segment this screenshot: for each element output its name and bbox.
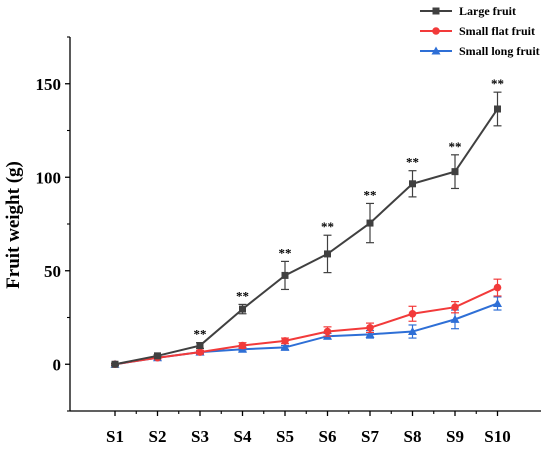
data-point [408, 327, 417, 336]
data-point [280, 342, 290, 351]
significance-mark: ** [364, 187, 377, 202]
series-line [114, 108, 499, 366]
significance-mark: ** [279, 245, 292, 260]
legend-item: Large fruit [420, 4, 516, 18]
significance-mark: ** [491, 76, 504, 91]
x-tick-label: S10 [484, 427, 510, 446]
data-point [451, 303, 459, 312]
data-point [493, 298, 502, 307]
significance-mark: ** [236, 288, 249, 303]
x-tick-label: S5 [276, 427, 294, 446]
y-axis: 0 50 100 150 [36, 36, 71, 412]
significance-mark: ** [321, 219, 334, 234]
series-large-fruit [111, 91, 502, 368]
y-tick-label: 100 [36, 168, 62, 187]
data-point [324, 250, 331, 258]
x-tick-label: S3 [191, 427, 209, 446]
data-point [154, 352, 161, 360]
x-tick-label: S9 [446, 427, 464, 446]
significance-mark: ** [449, 139, 462, 154]
data-point [365, 329, 375, 338]
data-point [239, 305, 246, 313]
series-group [110, 91, 502, 369]
legend-label: Small long fruit [459, 44, 540, 58]
data-point [323, 327, 332, 336]
series-line [114, 286, 498, 366]
y-axis-label: Fruit weight (g) [3, 161, 24, 289]
data-point [450, 314, 460, 323]
significance-annotations: ** ** ** ** ** ** ** ** [194, 76, 505, 342]
legend-marker [431, 46, 441, 55]
x-tick-label: S4 [234, 427, 252, 446]
significance-mark: ** [194, 327, 207, 342]
data-point [366, 219, 374, 227]
y-tick-label: 150 [36, 75, 62, 94]
data-point [409, 180, 416, 188]
significance-mark: ** [406, 155, 419, 170]
y-tick-label: 50 [44, 262, 61, 281]
x-tick-label: S8 [404, 427, 422, 446]
data-point [494, 105, 501, 113]
x-tick-label: S2 [149, 427, 167, 446]
data-point [238, 341, 247, 350]
data-point [366, 323, 374, 332]
legend-item: Small flat fruit [420, 24, 535, 38]
data-point [281, 271, 289, 279]
y-tick-label: 0 [53, 355, 62, 374]
data-point [196, 342, 204, 350]
legend-label: Small flat fruit [459, 24, 535, 38]
data-point [111, 360, 119, 368]
data-point [281, 337, 289, 345]
legend-marker [432, 27, 440, 35]
data-point [408, 309, 417, 318]
data-point [451, 168, 459, 176]
x-tick-label: S6 [319, 427, 337, 446]
legend-label: Large fruit [459, 4, 516, 18]
legend-item: Small long fruit [420, 44, 540, 58]
legend-marker [432, 7, 440, 15]
x-axis: S1 S2 S3 S4 S5 S6 S7 S8 S9 S10 [70, 410, 541, 446]
x-tick-label: S1 [106, 427, 124, 446]
x-tick-label: S7 [361, 427, 379, 446]
legend: Large fruit Small flat fruit Small long fr… [420, 4, 540, 58]
data-point [196, 348, 204, 356]
data-point [493, 283, 502, 292]
